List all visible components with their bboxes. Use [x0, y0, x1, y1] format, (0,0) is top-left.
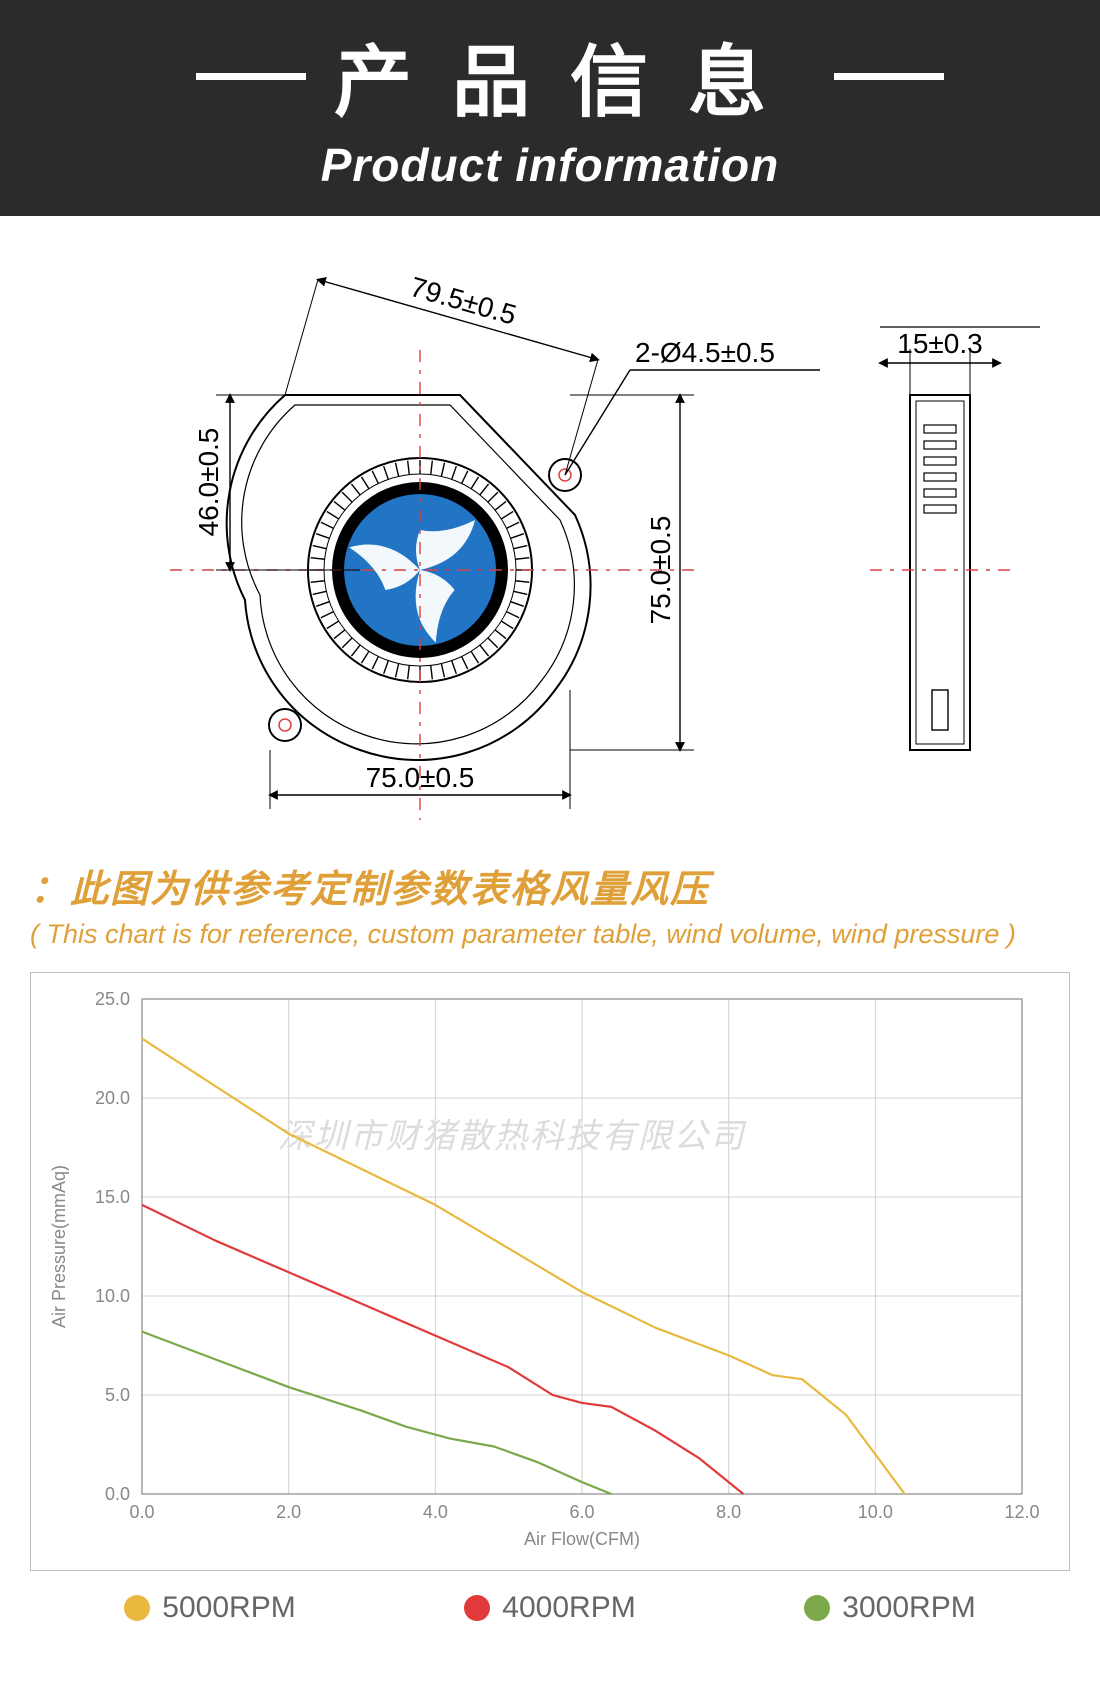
svg-text:25.0: 25.0: [95, 989, 130, 1009]
svg-text:6.0: 6.0: [569, 1502, 594, 1522]
svg-text:15±0.3: 15±0.3: [897, 328, 982, 359]
note-cn: ：此图为供参考定制参数表格风量风压: [30, 858, 1070, 913]
legend-swatch: [464, 1595, 490, 1621]
legend-item: 5000RPM: [124, 1591, 295, 1625]
chart-note: ：此图为供参考定制参数表格风量风压 ( This chart is for re…: [0, 840, 1100, 956]
legend-swatch: [804, 1595, 830, 1621]
legend-label: 4000RPM: [502, 1591, 635, 1625]
svg-text:75.0±0.5: 75.0±0.5: [645, 516, 676, 625]
header-banner: 产品信息 Product information: [0, 0, 1100, 216]
legend-swatch: [124, 1595, 150, 1621]
svg-text:0.0: 0.0: [105, 1484, 130, 1504]
svg-text:15.0: 15.0: [95, 1187, 130, 1207]
legend-label: 5000RPM: [162, 1591, 295, 1625]
note-en: ( This chart is for reference, custom pa…: [30, 919, 1070, 950]
svg-text:12.0: 12.0: [1004, 1502, 1039, 1522]
legend-item: 3000RPM: [804, 1591, 975, 1625]
svg-text:4.0: 4.0: [423, 1502, 448, 1522]
performance-chart: 深圳市财猪散热科技有限公司 0.0 2.0 4.0 6.0 8.0 10.0 12.0 0.0 5…: [0, 956, 1100, 1571]
svg-text:46.0±0.5: 46.0±0.5: [193, 428, 224, 537]
svg-text:75.0±0.5: 75.0±0.5: [366, 762, 475, 793]
header-title-en: Product information: [0, 138, 1100, 192]
svg-text:2.0: 2.0: [276, 1502, 301, 1522]
svg-text:5.0: 5.0: [105, 1385, 130, 1405]
decor-line-right: [834, 73, 944, 80]
svg-text:0.0: 0.0: [129, 1502, 154, 1522]
svg-text:Air Flow(CFM): Air Flow(CFM): [524, 1529, 640, 1549]
drawing-svg: 75.0±0.575.0±0.579.5±0.546.0±0.52-Ø4.5±0…: [40, 250, 1060, 820]
svg-text:2-Ø4.5±0.5: 2-Ø4.5±0.5: [635, 337, 775, 368]
chart-border: 深圳市财猪散热科技有限公司 0.0 2.0 4.0 6.0 8.0 10.0 12.0 0.0 5…: [30, 972, 1070, 1571]
legend-label: 3000RPM: [842, 1591, 975, 1625]
svg-text:20.0: 20.0: [95, 1088, 130, 1108]
title-cn-text: 产品信息: [334, 20, 806, 132]
legend-item: 4000RPM: [464, 1591, 635, 1625]
svg-text:Air Pressure(mmAq): Air Pressure(mmAq): [49, 1165, 69, 1328]
chart-legend: 5000RPM 4000RPM 3000RPM: [0, 1571, 1100, 1639]
decor-line-left: [196, 73, 306, 80]
technical-drawing: 75.0±0.575.0±0.579.5±0.546.0±0.52-Ø4.5±0…: [0, 216, 1100, 840]
svg-text:10.0: 10.0: [95, 1286, 130, 1306]
svg-text:8.0: 8.0: [716, 1502, 741, 1522]
svg-text:10.0: 10.0: [858, 1502, 893, 1522]
chart-svg: 深圳市财猪散热科技有限公司 0.0 2.0 4.0 6.0 8.0 10.0 12.0 0.0 5…: [37, 979, 1047, 1559]
svg-text:深圳市财猪散热科技有限公司: 深圳市财猪散热科技有限公司: [278, 1118, 747, 1156]
header-title-cn: 产品信息: [0, 20, 1100, 132]
